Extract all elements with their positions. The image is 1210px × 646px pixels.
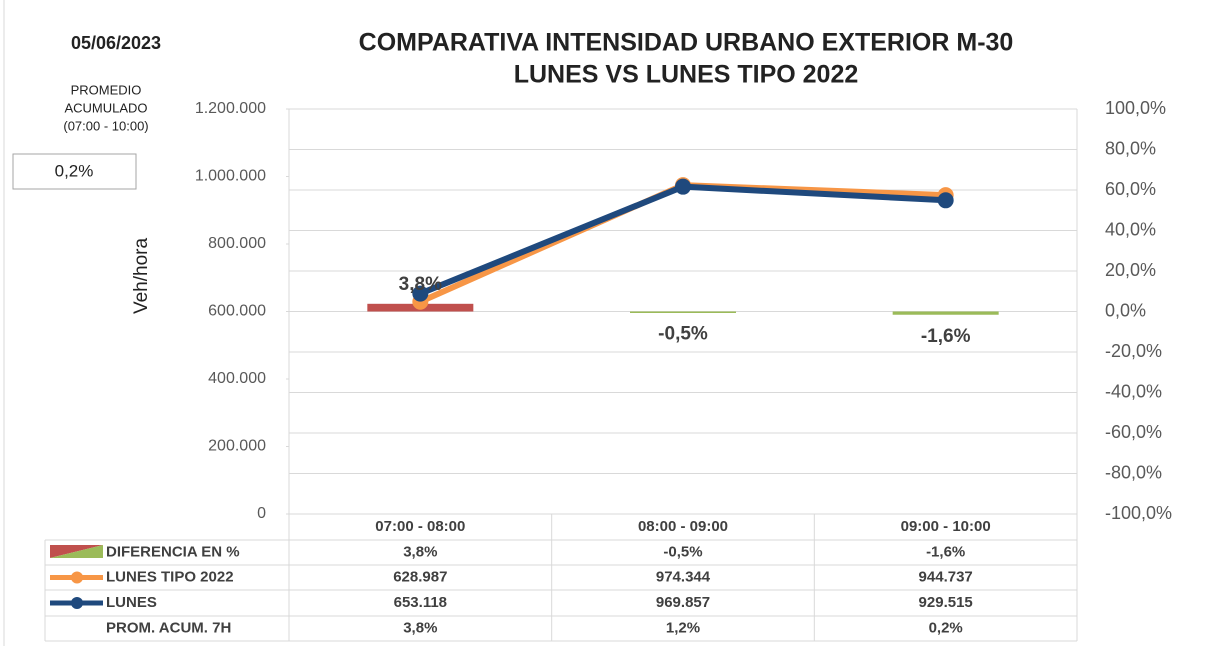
table-cell: 974.344 — [656, 568, 711, 585]
y2-tick-label: -40,0% — [1105, 381, 1162, 401]
row-label: PROM. ACUM. 7H — [106, 619, 231, 636]
y2-tick-label: 40,0% — [1105, 219, 1156, 239]
summary-label: (07:00 - 10:00) — [63, 118, 148, 133]
table-cell: 3,8% — [403, 619, 437, 636]
y-tick-label: 400.000 — [208, 370, 266, 387]
y-tick-label: 800.000 — [208, 235, 266, 252]
date: 05/06/2023 — [71, 33, 161, 53]
table-cell: 969.857 — [656, 594, 710, 611]
summary-box — [12, 153, 137, 190]
table-cell: -1,6% — [926, 543, 965, 560]
y2-tick-label: 0,0% — [1105, 300, 1146, 320]
y2-tick-label: -60,0% — [1105, 422, 1162, 442]
table-cell: 653.118 — [394, 594, 447, 611]
y-axis-label: Veh/hora — [131, 238, 152, 314]
row-label: DIFERENCIA EN % — [106, 543, 240, 560]
summary-label: PROMEDIO — [71, 82, 142, 97]
legend-key — [71, 571, 83, 584]
table-cell: -0,5% — [663, 543, 702, 560]
row-label: LUNES TIPO 2022 — [106, 568, 234, 585]
data-label: 3,8% — [399, 274, 442, 295]
data-label: -0,5% — [658, 324, 708, 345]
table-cell: 0,2% — [929, 619, 963, 636]
summary-background — [30, 82, 182, 140]
data-label: -1,6% — [921, 326, 971, 347]
x-tick-label: 07:00 - 08:00 — [375, 518, 465, 535]
y-tick-label: 1.000.000 — [195, 168, 266, 185]
table-cell: 628.987 — [393, 568, 447, 585]
chart-title: COMPARATIVA INTENSIDAD URBANO EXTERIOR M… — [359, 29, 1014, 57]
line-point — [412, 285, 429, 302]
summary: PROMEDIO ACUMULADO (07:00 - 10:00) 0,2% — [12, 82, 182, 190]
line — [419, 182, 946, 305]
table-cell: 944.737 — [919, 568, 973, 585]
y2-tick-label: -100,0% — [1105, 503, 1172, 523]
line-point — [675, 178, 691, 195]
line-point — [937, 192, 954, 209]
y2-tick-label: 100,0% — [1105, 98, 1166, 118]
y-tick-label: 600.000 — [208, 303, 266, 320]
table-cell: 929.515 — [919, 594, 973, 611]
plot: -100,0% -80,0% -60,0% -40,0% -20,0% 0,0% 20,0%… — [44, 98, 1172, 642]
x-tick-label: 08:00 - 09:00 — [638, 518, 728, 535]
line — [419, 183, 946, 297]
chart-subtitle: LUNES VS LUNES TIPO 2022 — [514, 61, 859, 89]
y2-tick-label: 80,0% — [1105, 138, 1156, 158]
y2-tick-label: -80,0% — [1105, 462, 1162, 482]
table-cell: 3,8% — [403, 543, 437, 560]
legend-key — [71, 597, 83, 609]
summary-label: ACUMULADO — [64, 100, 147, 115]
bar — [892, 311, 999, 315]
x-tick-label: 09:00 - 10:00 — [901, 518, 991, 535]
y-tick-label: 0 — [257, 505, 266, 522]
table-cell: 1,2% — [666, 619, 700, 636]
y2-tick-label: -20,0% — [1105, 341, 1162, 361]
y-tick-label: 200.000 — [208, 438, 266, 455]
y2-tick-label: 60,0% — [1105, 179, 1156, 199]
legend-key — [50, 545, 103, 558]
row-label: LUNES — [106, 594, 157, 611]
bar — [630, 311, 736, 313]
y2-tick-label: 20,0% — [1105, 260, 1156, 280]
summary-value: 0,2% — [55, 161, 94, 180]
y-tick-label: 1.200.000 — [195, 100, 266, 117]
